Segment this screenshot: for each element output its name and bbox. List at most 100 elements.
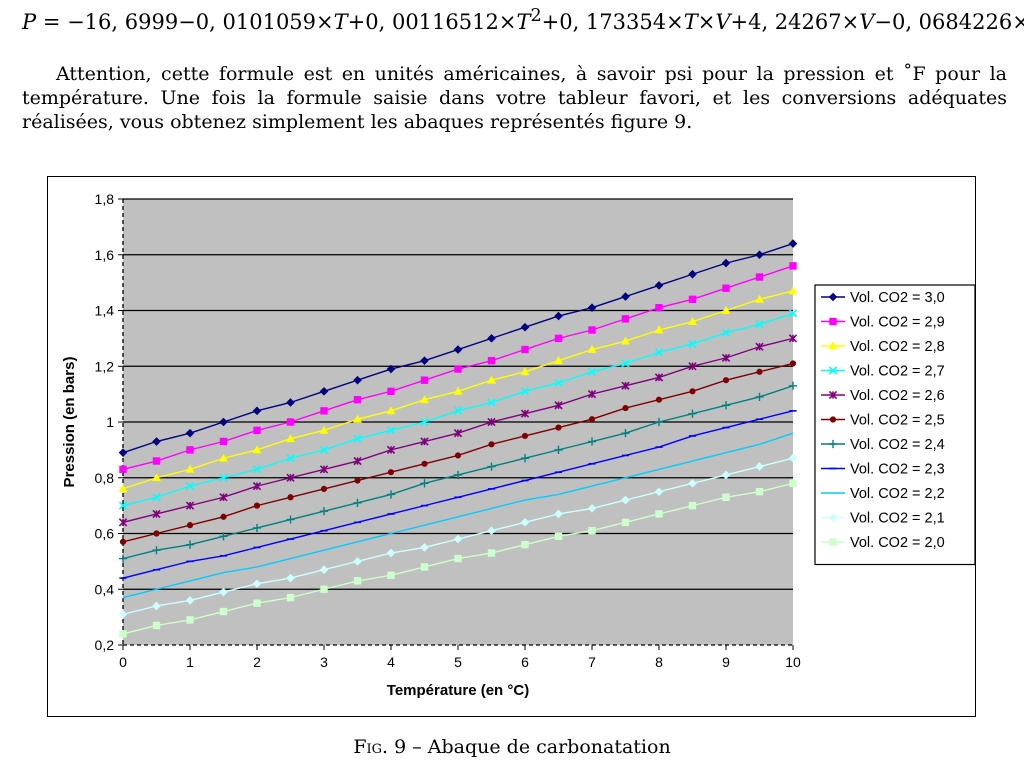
legend-label: Vol. CO2 = 2,7 xyxy=(850,364,945,380)
data-point xyxy=(420,376,429,384)
data-point xyxy=(386,426,396,435)
data-point xyxy=(252,406,262,416)
y-tick-label: 1 xyxy=(106,414,114,430)
data-point xyxy=(688,362,697,371)
data-point xyxy=(755,273,764,281)
data-point xyxy=(152,493,161,502)
legend-label: Vol. CO2 = 2,4 xyxy=(850,437,945,453)
data-point xyxy=(286,573,295,583)
series-group xyxy=(118,334,798,527)
data-point xyxy=(453,386,463,395)
data-point xyxy=(520,387,530,396)
data-point xyxy=(688,317,697,326)
data-point xyxy=(722,284,730,292)
data-point xyxy=(487,462,496,471)
data-point xyxy=(721,401,731,410)
carbonation-chart: 0,2 0,4 0,6 0,8 1 1,2 1,4 1,6 1,8 0 1 2 3 4 5 6 7 8 9 10 Tem… xyxy=(61,191,976,699)
figure-caption-label: Fig. 9 xyxy=(353,736,407,758)
data-point xyxy=(488,441,495,448)
data-point xyxy=(252,523,262,533)
series-group xyxy=(118,239,798,457)
formula-volume-symbol: V xyxy=(715,10,731,34)
data-point xyxy=(387,387,395,396)
legend-label: Vol. CO2 = 2,8 xyxy=(850,339,945,355)
data-point xyxy=(621,359,630,368)
legend-entry: Vol. CO2 = 2,8 xyxy=(821,339,945,355)
x-axis-title: Température (en °C) xyxy=(387,682,529,699)
legend-box xyxy=(814,284,976,566)
data-point xyxy=(621,518,630,527)
legend-entry: Vol. CO2 = 2,5 xyxy=(821,413,945,429)
data-point xyxy=(453,428,463,438)
data-point xyxy=(588,326,596,334)
data-point xyxy=(353,557,362,566)
data-point xyxy=(554,356,563,365)
data-point xyxy=(420,417,429,427)
formula-temperature-symbol: T xyxy=(333,10,348,34)
data-point xyxy=(319,565,329,575)
data-point xyxy=(118,554,128,563)
data-point xyxy=(654,487,664,496)
data-point xyxy=(185,540,195,549)
data-point xyxy=(353,577,362,585)
data-point xyxy=(688,339,697,349)
data-point xyxy=(253,502,261,509)
data-point xyxy=(320,585,328,593)
legend-swatch-marker xyxy=(828,366,838,375)
data-point xyxy=(755,342,764,351)
data-point xyxy=(454,452,462,459)
data-point xyxy=(755,392,764,402)
legend-label: Vol. CO2 = 2,1 xyxy=(850,511,945,527)
data-point xyxy=(487,356,496,365)
data-point xyxy=(487,526,496,536)
data-point xyxy=(453,345,463,354)
data-point xyxy=(219,417,228,427)
data-point xyxy=(789,479,797,488)
data-point xyxy=(319,445,329,455)
data-point xyxy=(185,501,195,510)
data-point xyxy=(286,398,295,407)
data-point xyxy=(520,322,530,332)
data-point xyxy=(722,377,730,384)
legend-swatch-marker xyxy=(828,439,838,449)
figure-frame: 0,2 0,4 0,6 0,8 1 1,2 1,4 1,6 1,8 0 1 2 3 4 5 6 7 8 9 10 Tem… xyxy=(47,176,976,717)
data-point xyxy=(319,465,329,474)
y-tick-label: 0,2 xyxy=(95,637,115,653)
formula-times: × xyxy=(697,10,716,34)
data-point xyxy=(755,320,764,329)
data-point xyxy=(420,543,429,552)
data-point xyxy=(688,409,697,418)
data-point xyxy=(353,498,362,507)
series-group xyxy=(118,453,798,619)
figure-caption-text: – Abaque de carbonatation xyxy=(406,736,671,758)
legend-entry: Vol. CO2 = 2,6 xyxy=(821,388,945,404)
data-point xyxy=(186,446,194,454)
data-point xyxy=(287,494,294,501)
data-point xyxy=(220,513,227,520)
data-point xyxy=(788,453,798,463)
data-point xyxy=(454,365,462,373)
data-point xyxy=(119,465,127,474)
data-point xyxy=(521,345,529,354)
series-group xyxy=(119,360,797,545)
series-group xyxy=(119,262,797,474)
data-point xyxy=(320,485,328,492)
formula-temperature-symbol: T xyxy=(683,10,698,34)
legend-entry: Vol. CO2 = 2,1 xyxy=(821,511,945,527)
data-point xyxy=(587,437,597,446)
data-point xyxy=(286,593,295,602)
data-point xyxy=(185,428,195,438)
legend-entry: Vol. CO2 = 2,4 xyxy=(821,437,945,453)
data-point xyxy=(152,437,161,446)
legend-swatch-marker xyxy=(828,292,838,302)
data-point xyxy=(487,549,496,557)
legend-swatch-marker xyxy=(828,341,838,350)
data-point xyxy=(286,515,295,524)
legend-entry: Vol. CO2 = 2,0 xyxy=(821,535,945,551)
legend-swatch-marker xyxy=(829,317,837,326)
data-point xyxy=(755,487,764,496)
data-point xyxy=(453,406,463,416)
data-point xyxy=(622,404,629,412)
legend-entry: Vol. CO2 = 2,2 xyxy=(821,486,945,502)
data-point xyxy=(654,325,664,334)
